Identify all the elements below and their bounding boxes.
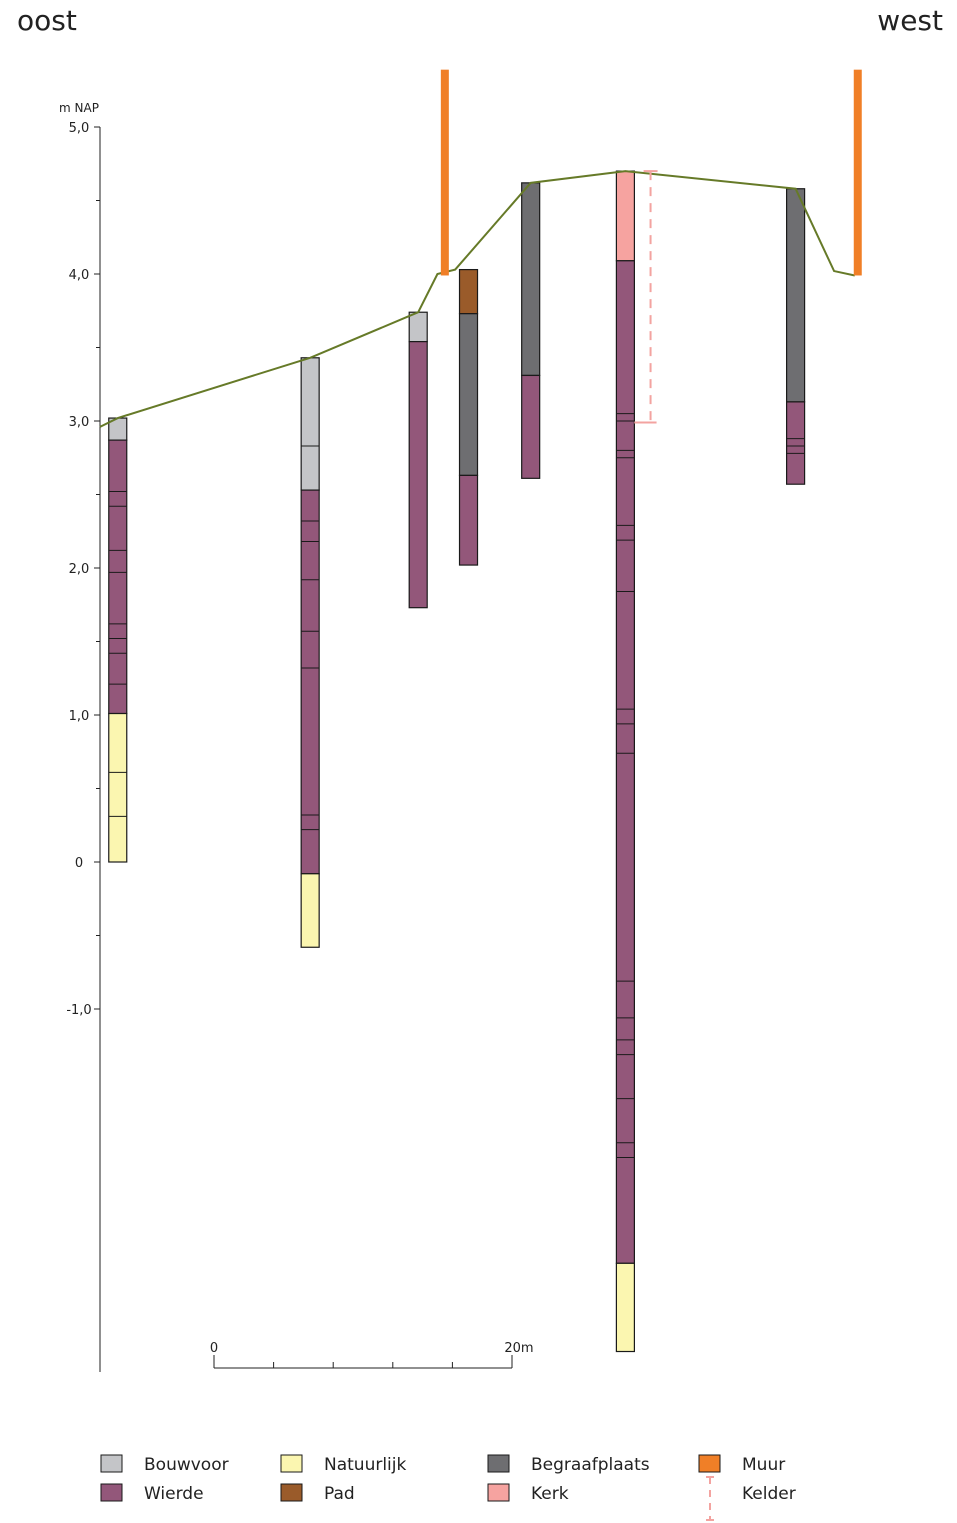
scale-start-label: 0 [210, 1341, 218, 1356]
boring-column [458, 268, 479, 566]
layer-wierde [521, 374, 541, 479]
direction-right-label: west [877, 4, 943, 37]
legend-label: Wierde [144, 1484, 204, 1504]
legend-item-begraafplaats: Begraafplaats [487, 1454, 650, 1475]
legend-label: Bouwvoor [144, 1455, 229, 1475]
axis-tick-label: 2,0 [69, 562, 90, 577]
legend: Bouwvoor Wierde Natuurlijk Pad Begraafplaats… [100, 1454, 796, 1521]
depth-axis: 5,0 4,0 3,0 2,0 1,0 0 -1,0 [66, 121, 101, 1372]
scale-end-label: 20m [504, 1341, 533, 1356]
legend-label: Natuurlijk [324, 1455, 407, 1475]
legend-swatch-kerk [487, 1483, 510, 1502]
layer-natuurlijk [615, 1262, 636, 1353]
layer-wierde [408, 341, 428, 609]
boring-column [615, 170, 636, 1353]
legend-item-wierde: Wierde [100, 1483, 204, 1504]
legend-swatch-muur [698, 1454, 721, 1473]
surface-profile [99, 170, 856, 428]
layer-natuurlijk [300, 873, 320, 948]
axis-tick-label: 3,0 [69, 415, 90, 430]
surface-line [99, 170, 856, 428]
boring-column [521, 182, 541, 479]
legend-swatch-natuurlijk [280, 1454, 303, 1473]
wall [440, 69, 449, 276]
legend-item-natuurlijk: Natuurlijk [280, 1454, 407, 1475]
kelder-marker [634, 170, 658, 424]
legend-label: Pad [324, 1484, 355, 1504]
walls [440, 69, 862, 276]
axis-tick-label: 4,0 [69, 268, 90, 283]
wall [853, 69, 862, 276]
axis-unit-label: m NAP [59, 101, 99, 115]
layer-natuurlijk [108, 712, 128, 863]
layer-wierde [108, 439, 128, 715]
layer-kerk [615, 170, 636, 262]
layer-bouwvoor [300, 357, 320, 491]
boring-column [785, 188, 806, 485]
layer-wierde [300, 489, 320, 875]
layer-begraafplaats [521, 182, 541, 377]
legend-label: Begraafplaats [531, 1455, 650, 1475]
legend-item-kelder: Kelder [706, 1476, 796, 1521]
boring-column [108, 417, 128, 863]
boring-column [300, 357, 320, 948]
layer-begraafplaats [458, 313, 479, 476]
legend-item-kerk: Kerk [487, 1483, 569, 1504]
layer-begraafplaats [785, 188, 806, 403]
legend-item-pad: Pad [280, 1483, 355, 1504]
axis-tick-label: 5,0 [69, 121, 90, 136]
axis-tick-label: -1,0 [66, 1003, 91, 1018]
legend-item-muur: Muur [698, 1454, 785, 1475]
scale-bar: 0 20m [210, 1341, 534, 1369]
legend-swatch-begraafplaats [487, 1454, 510, 1473]
layer-wierde [615, 260, 636, 1264]
layer-pad [458, 268, 479, 315]
axis-tick-label: 0 [75, 856, 83, 871]
layer-wierde [458, 474, 479, 566]
legend-label: Muur [742, 1455, 785, 1475]
legend-label: Kerk [531, 1484, 569, 1504]
boring-column [408, 311, 428, 609]
legend-swatch-bouwvoor [100, 1454, 123, 1473]
axis-tick-label: 1,0 [69, 709, 90, 724]
layer-wierde [785, 401, 806, 485]
direction-left-label: oost [17, 4, 77, 37]
legend-label: Kelder [742, 1484, 796, 1504]
borings [108, 170, 806, 1353]
legend-swatch-pad [280, 1483, 303, 1502]
layer-bouwvoor [408, 311, 428, 343]
legend-item-bouwvoor: Bouwvoor [100, 1454, 229, 1475]
legend-swatch-wierde [100, 1483, 123, 1502]
